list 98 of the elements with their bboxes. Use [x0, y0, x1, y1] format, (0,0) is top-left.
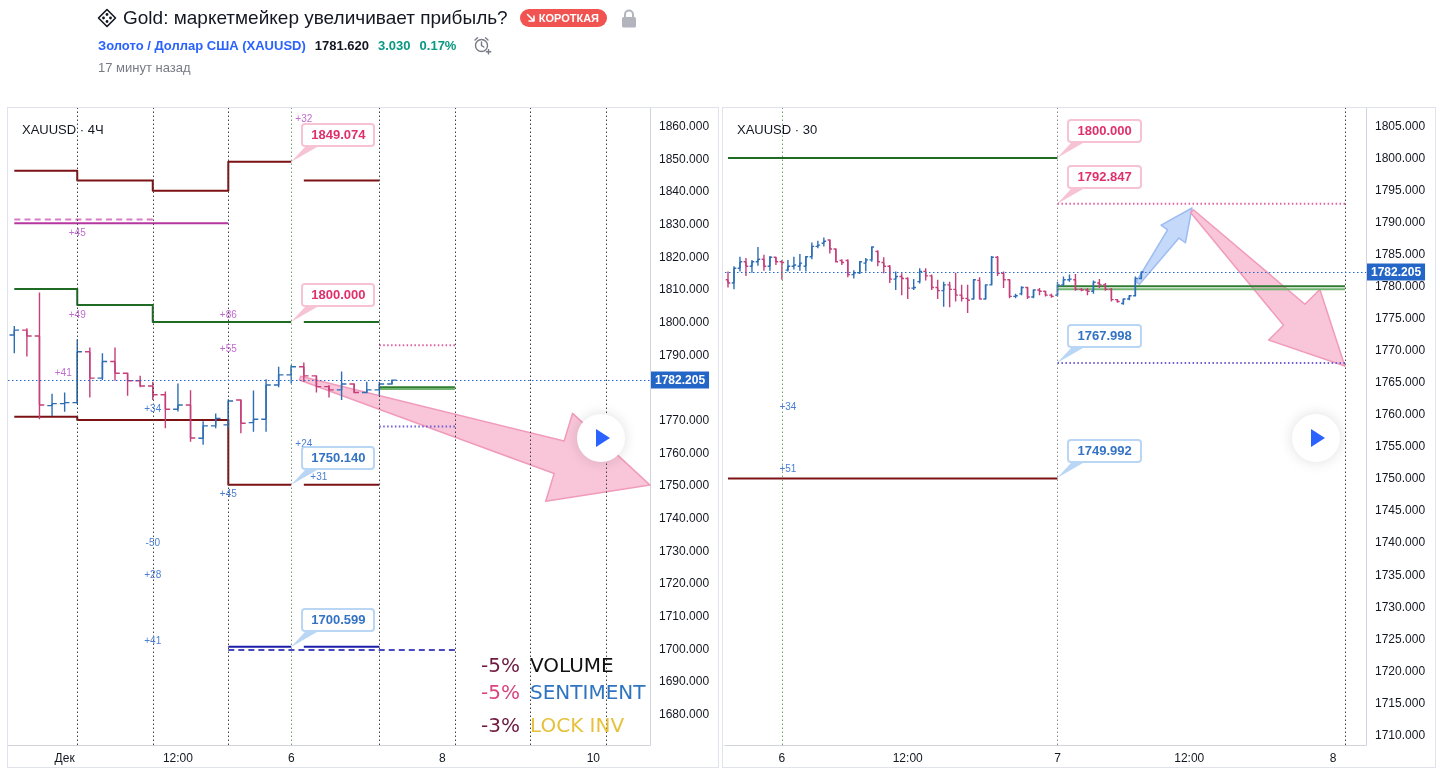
annotation: +34: [779, 401, 797, 413]
candlestick: [33, 291, 45, 421]
ref-line-label: 1782.205: [1371, 265, 1422, 280]
y-tick-label: 1860.000: [659, 118, 710, 133]
y-tick-label: 1715.000: [1375, 695, 1426, 710]
y-tick-label: 1730.000: [1375, 599, 1426, 614]
candlestick: [46, 393, 58, 417]
annotation: +45: [219, 488, 238, 500]
x-tick-label: 8: [438, 751, 446, 765]
annotation: -50: [145, 537, 161, 549]
annotation: +86: [219, 309, 238, 321]
annotation: 1792.847: [1067, 164, 1142, 189]
y-tick-label: 1800.000: [1375, 150, 1426, 165]
candlestick: [8, 325, 20, 355]
x-tick-label: 12:00: [1174, 751, 1205, 765]
annotation: 1749.992: [1067, 439, 1142, 464]
y-tick-label: 1755.000: [1375, 439, 1426, 454]
text: Золото / Доллар США (XAUUSD): [98, 37, 306, 53]
x-tick-label: 8: [1329, 751, 1337, 765]
y-tick-label: 1790.000: [659, 347, 710, 362]
y-tick-label: 1770.000: [659, 412, 710, 427]
annotation: 1849.074: [301, 122, 376, 147]
x-tick-label: 6: [778, 751, 786, 765]
y-tick-label: 1810.000: [659, 282, 710, 297]
text: 0.17%: [419, 37, 457, 53]
text: КОРОТКАЯ: [538, 12, 599, 24]
y-tick-label: 1800.000: [659, 314, 710, 329]
y-tick-label: 1740.000: [1375, 535, 1426, 550]
y-tick-label: 1720.000: [659, 576, 710, 591]
annotation: +55: [219, 342, 238, 354]
y-tick-label: 1745.000: [1375, 503, 1426, 518]
x-tick-label: Дек: [54, 751, 76, 765]
y-tick-label: 1770.000: [1375, 343, 1426, 358]
annotation: 1700.599: [301, 607, 376, 632]
y-tick-label: 1735.000: [1375, 567, 1426, 582]
y-tick-label: 1820.000: [659, 249, 710, 264]
y-tick-label: 1840.000: [659, 184, 710, 199]
x-tick-label: 7: [1054, 751, 1062, 765]
y-tick-label: 1780.000: [1375, 279, 1426, 294]
candlestick: [260, 378, 272, 433]
annotation: +49: [68, 309, 87, 321]
annotation: 1750.140: [311, 449, 366, 465]
y-tick-label: 1700.000: [659, 641, 710, 656]
y-tick-label: 1680.000: [659, 706, 710, 721]
annotation: +41: [54, 366, 73, 378]
annotation: +41: [144, 635, 162, 647]
annotation: -5% VOLUME: [481, 653, 614, 677]
candlestick: [59, 391, 71, 413]
y-tick-label: 1790.000: [1375, 215, 1426, 230]
y-tick-label: 1730.000: [659, 543, 710, 558]
candlestick: [197, 420, 209, 446]
x-tick-label: 6: [287, 751, 295, 765]
x-tick-label: 10: [586, 751, 601, 765]
y-tick-label: 1765.000: [1375, 375, 1426, 390]
text: 17 минут назад: [98, 60, 191, 75]
ref-line-label: 1782.205: [655, 373, 706, 388]
candlestick: [247, 389, 259, 433]
annotation: +34: [144, 402, 162, 414]
annotation: +32: [295, 112, 313, 124]
annotation: 1800.000: [1067, 118, 1142, 143]
text: 1781.620: [314, 37, 370, 53]
y-tick-label: 1805.000: [1375, 118, 1426, 133]
y-tick-label: 1785.000: [1375, 247, 1426, 262]
y-tick-label: 1795.000: [1375, 183, 1426, 198]
annotation: -5% SENTIMENT: [481, 680, 647, 704]
text: XAUUSD · 30: [737, 122, 818, 137]
text: 3.030: [378, 37, 411, 53]
annotation: +51: [779, 462, 797, 474]
text: XAUUSD · 4Ч: [22, 122, 104, 137]
candlestick: [84, 346, 96, 399]
annotation: 1767.998: [1067, 324, 1142, 349]
y-tick-label: 1690.000: [659, 674, 710, 689]
y-tick-label: 1740.000: [659, 510, 710, 525]
candlestick: [298, 361, 310, 383]
text: Gold: маркетмейкер увеличивает прибыль?: [123, 7, 508, 29]
y-tick-label: 1775.000: [1375, 311, 1426, 326]
y-tick-label: 1750.000: [659, 478, 710, 493]
y-tick-label: 1720.000: [1375, 663, 1426, 678]
candlestick: [147, 381, 159, 401]
y-tick-label: 1725.000: [1375, 631, 1426, 646]
candlestick: [336, 370, 348, 401]
y-tick-label: 1760.000: [1375, 407, 1426, 422]
annotation: +31: [310, 471, 328, 483]
y-tick-label: 1850.000: [659, 151, 710, 166]
y-tick-label: 1760.000: [659, 445, 710, 460]
y-tick-label: 1830.000: [659, 216, 710, 231]
annotation: +28: [144, 569, 162, 581]
annotation: 1800.000: [301, 282, 376, 307]
annotation: +45: [68, 227, 87, 239]
candlestick: [109, 346, 121, 382]
x-tick-label: 12:00: [162, 751, 194, 765]
candlestick: [185, 389, 197, 443]
y-tick-label: 1750.000: [1375, 471, 1426, 486]
y-tick-label: 1710.000: [1375, 727, 1426, 742]
y-tick-label: 1710.000: [659, 608, 710, 623]
annotation: -3% LOCK INV: [481, 713, 625, 737]
candlestick: [159, 390, 171, 429]
x-tick-label: 12:00: [892, 751, 924, 765]
